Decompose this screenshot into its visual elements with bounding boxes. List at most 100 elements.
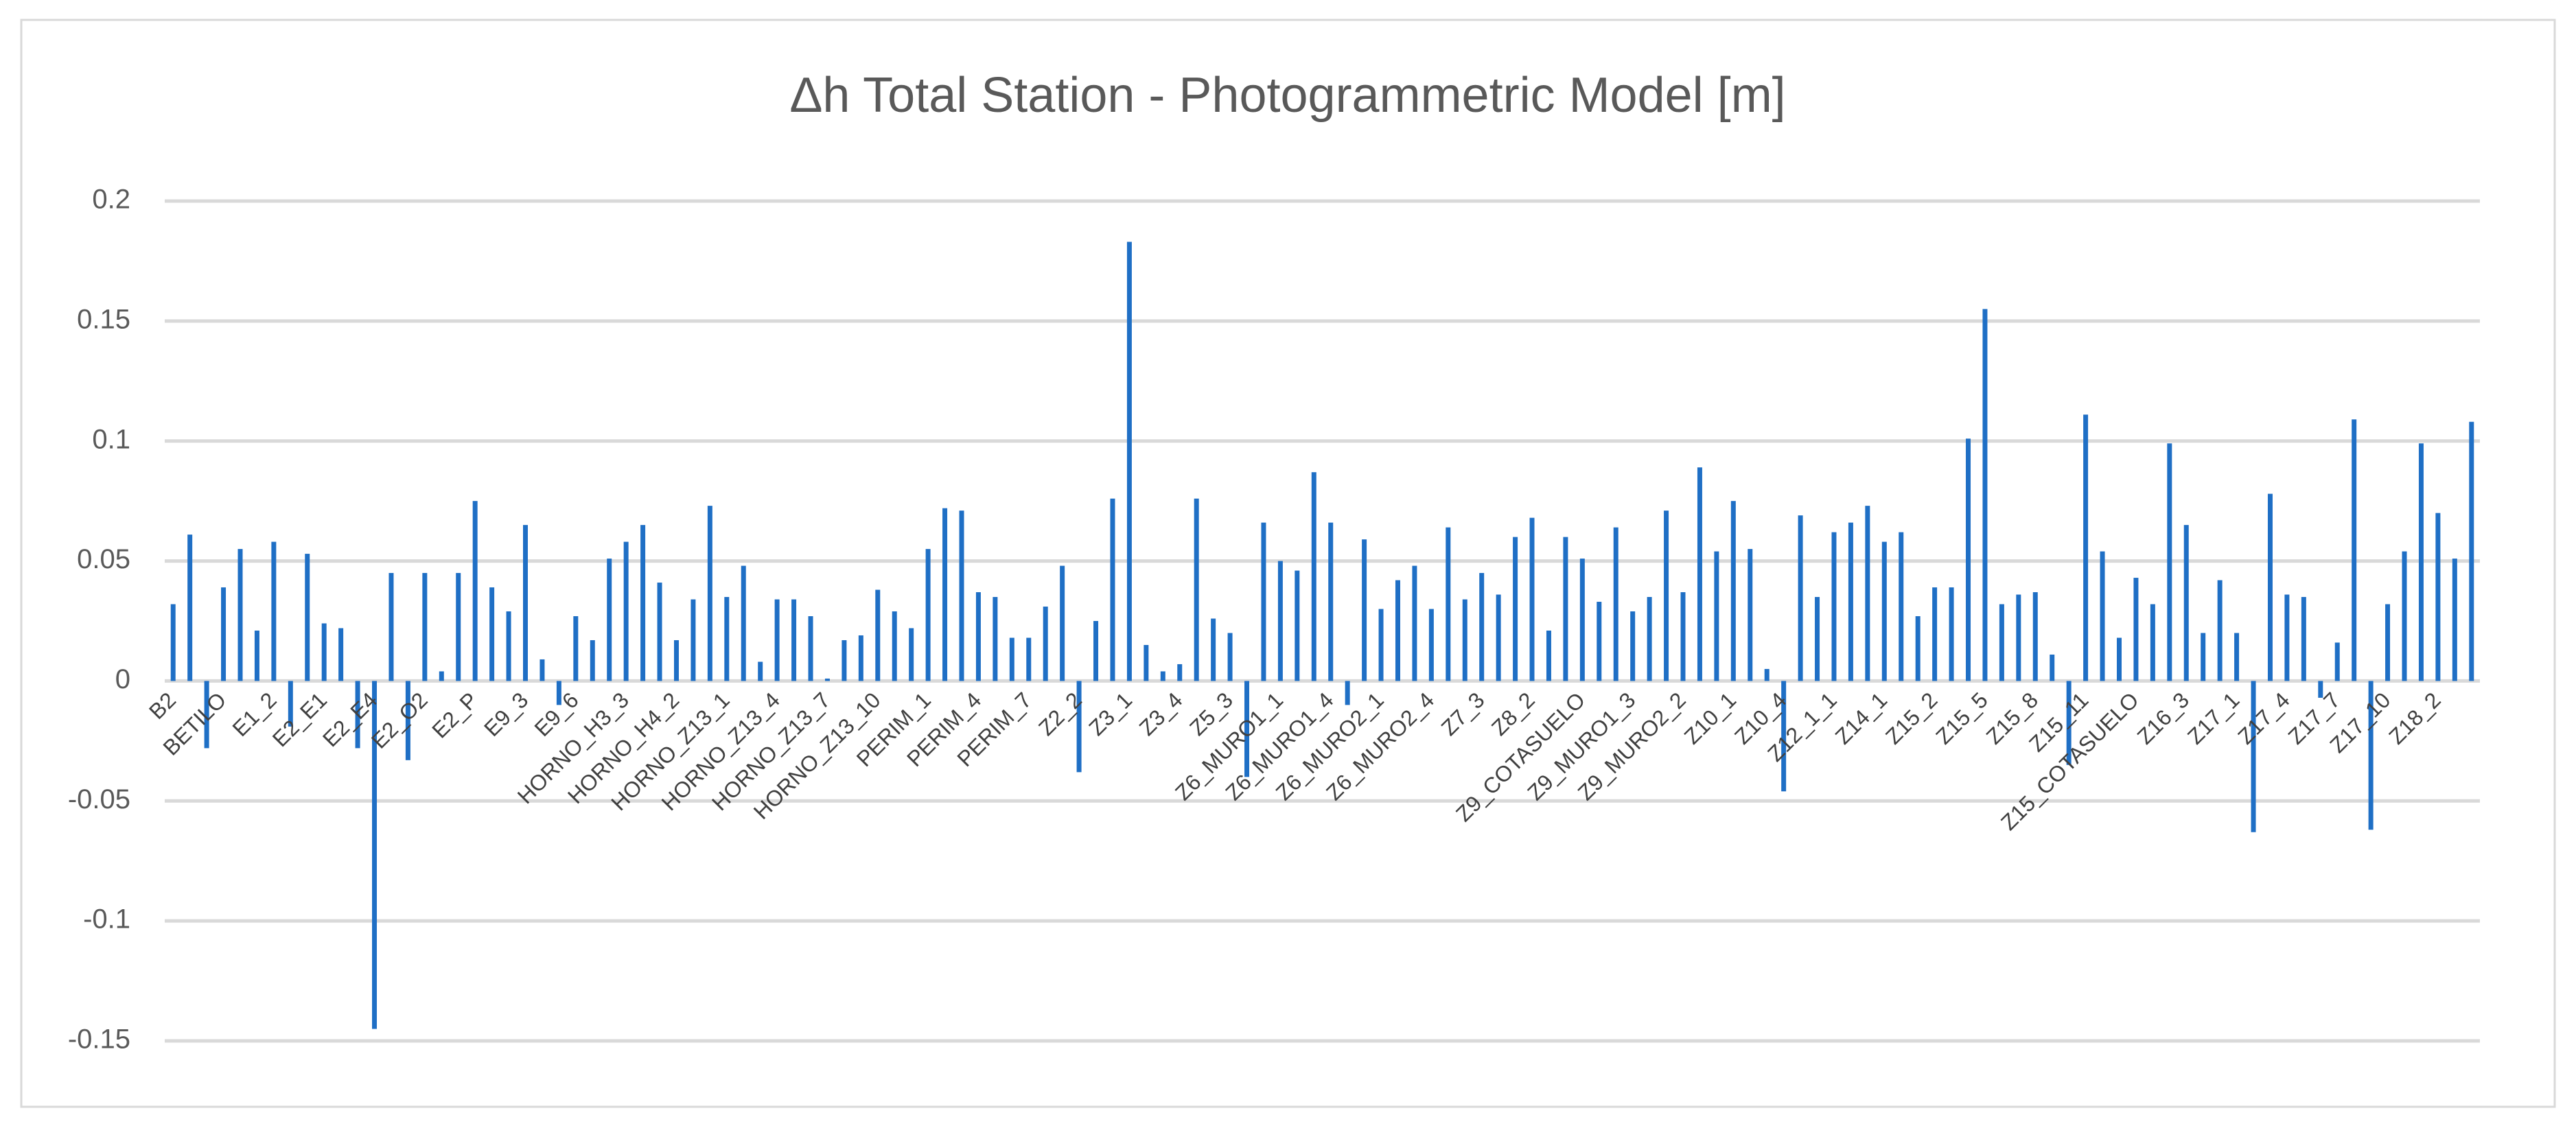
bar <box>506 611 511 681</box>
bar <box>1446 527 1451 681</box>
bar <box>1362 539 1367 681</box>
bar <box>372 681 378 1029</box>
bar <box>657 583 662 681</box>
y-tick-label: 0.2 <box>92 185 130 215</box>
bar <box>1093 621 1099 681</box>
bar <box>2284 594 2290 681</box>
bar <box>1194 498 1199 681</box>
bar <box>925 549 931 681</box>
chart-title: Δh Total Station - Photogrammetric Model… <box>789 68 1785 123</box>
bar <box>1949 587 1954 681</box>
bar <box>707 506 712 681</box>
bar <box>1244 681 1250 777</box>
bar <box>2167 443 2172 681</box>
bar <box>2452 559 2457 681</box>
bar <box>774 599 780 681</box>
y-tick-label: -0.05 <box>68 784 130 814</box>
bar <box>1647 597 1652 681</box>
bar <box>1110 498 1115 681</box>
bar <box>254 630 259 681</box>
bar <box>875 589 881 681</box>
bar <box>2016 594 2021 681</box>
bar <box>1613 527 1618 681</box>
bar <box>1513 537 1518 681</box>
bar <box>1345 681 1350 705</box>
bar <box>993 597 998 681</box>
y-tick-label: -0.1 <box>83 904 130 935</box>
bar <box>1144 644 1149 681</box>
bar <box>288 681 293 727</box>
bar <box>556 681 561 705</box>
bar <box>1277 561 1283 681</box>
bar <box>1982 309 1988 681</box>
bar <box>2385 604 2391 681</box>
bar <box>388 573 394 681</box>
bar <box>1798 515 1803 681</box>
bar <box>741 565 746 681</box>
bar <box>791 599 797 681</box>
bar <box>2318 681 2323 698</box>
bar <box>523 525 529 681</box>
bar <box>2183 525 2189 681</box>
bar <box>456 573 461 681</box>
bar <box>472 501 478 681</box>
bar <box>1748 549 1753 681</box>
bar <box>2301 597 2306 681</box>
bar <box>170 604 176 681</box>
bar <box>1060 565 1065 681</box>
bar <box>2267 493 2273 681</box>
y-tick-label: 0 <box>115 664 130 694</box>
bar <box>489 587 495 681</box>
bar <box>2133 578 2139 681</box>
bar <box>2116 637 2122 681</box>
bar <box>1915 616 1921 681</box>
bar <box>1630 611 1636 681</box>
bar <box>539 659 545 681</box>
bar <box>1815 597 1820 681</box>
bar <box>2402 551 2407 681</box>
bar <box>2418 443 2424 681</box>
bar <box>2469 421 2474 681</box>
bar <box>405 681 410 760</box>
bar <box>892 611 897 681</box>
y-tick-label: 0.05 <box>77 544 130 574</box>
bar <box>1462 599 1467 681</box>
bar <box>1563 537 1568 681</box>
bar <box>1664 511 1669 681</box>
bar <box>2435 513 2441 681</box>
bar <box>808 616 813 681</box>
bar <box>824 678 830 681</box>
bar <box>1227 633 1233 681</box>
bar <box>1546 630 1551 681</box>
bar <box>858 635 863 681</box>
bar <box>1764 668 1769 681</box>
bar <box>338 628 344 681</box>
bar <box>1395 580 1400 681</box>
bar <box>2352 419 2357 681</box>
bar <box>439 671 444 681</box>
bar <box>1899 532 1904 681</box>
bar <box>2050 654 2055 681</box>
bar <box>909 628 914 681</box>
bar <box>959 511 964 681</box>
bar <box>1697 467 1702 681</box>
bar <box>1076 681 1082 773</box>
bar <box>422 573 428 681</box>
bar <box>1009 637 1014 681</box>
bar <box>1160 671 1165 681</box>
bar <box>2234 633 2240 681</box>
bar <box>1311 472 1316 681</box>
bar <box>204 681 209 749</box>
bar <box>1043 607 1048 681</box>
bar <box>355 681 360 749</box>
bar <box>1378 609 1384 681</box>
bar <box>321 623 327 681</box>
bar <box>1295 570 1300 681</box>
bar <box>1496 594 1501 681</box>
bar <box>1848 522 1853 681</box>
bar <box>2217 580 2223 681</box>
bar <box>942 508 948 681</box>
bar <box>1781 681 1787 792</box>
bar <box>2201 633 2206 681</box>
